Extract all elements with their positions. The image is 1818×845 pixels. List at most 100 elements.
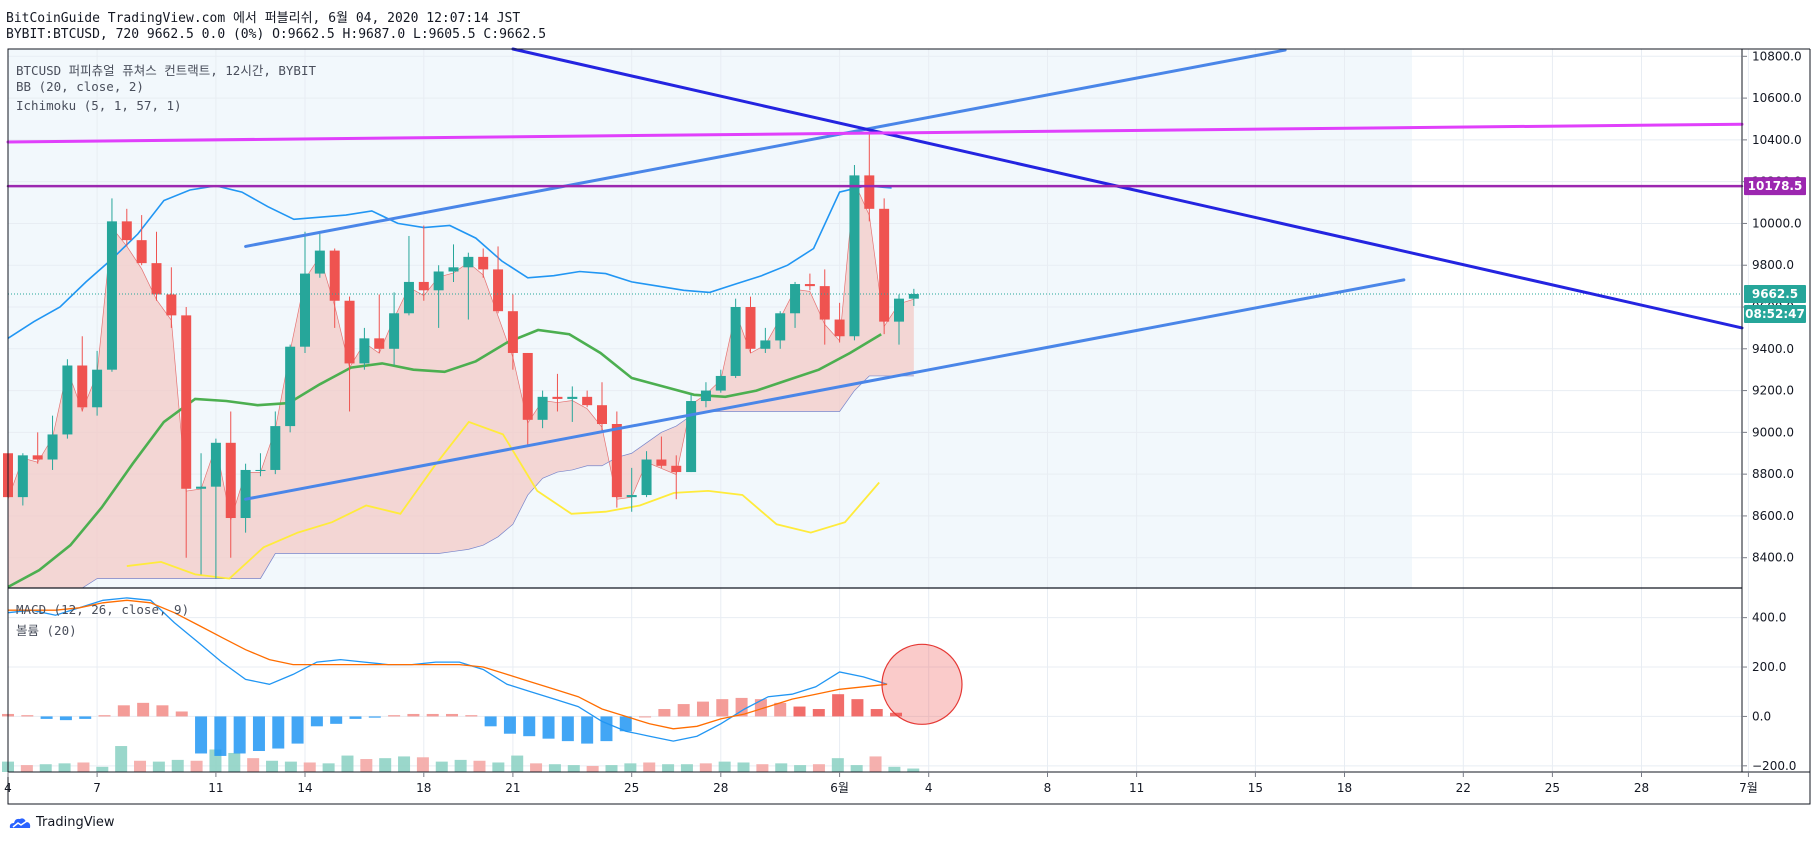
candle-body [864,175,875,209]
footer-brand: TradingView [36,815,115,830]
candle-body [537,396,548,420]
macd-histogram-bar [195,716,208,754]
macd-histogram-bar [79,716,92,719]
volume-bar [39,764,52,772]
candle-body [760,340,771,349]
volume-bar [605,765,618,772]
candle-body [403,281,414,314]
lagging-span-line [126,420,880,580]
volume-bar [58,763,71,772]
macd-tick-label: 200.0 [1752,660,1786,674]
candle-body [62,365,73,435]
macd-histogram-bar [252,716,265,752]
macd-histogram-bar [233,716,246,754]
macd-histogram-bar [175,711,188,717]
candle-body [671,465,682,473]
candle-body [656,459,667,466]
candle-body [121,221,132,241]
macd-histogram-bar [465,715,478,717]
candle-body [433,271,444,291]
y-tick-label: 9200.0 [1752,384,1794,398]
volume-bar [454,759,467,772]
macd-tick-label: 400.0 [1752,611,1786,625]
volume-bar [586,765,599,772]
candle-body [77,365,88,408]
volume-bar [699,763,712,772]
macd-histogram-bar [388,715,401,717]
y-tick-label: 8400.0 [1752,551,1794,565]
candle-body [389,313,400,349]
candle-body [359,338,370,364]
volume-bar [643,762,656,772]
indicator-lines [7,184,963,742]
volume-bar [20,765,33,772]
bb-legend[interactable]: BB (20, close, 2) [16,79,144,94]
volume-bar [416,757,429,772]
volume-bar [511,755,524,772]
candle-body [567,396,578,399]
macd-histogram-bar [156,705,169,717]
volume-bar [907,768,920,772]
macd-histogram-bar [21,715,34,717]
candle-body [225,442,236,519]
volume-bar [624,763,637,772]
cloud-logo-icon [9,817,31,828]
annotation-circle [881,643,963,725]
trendline-horizontal-high [6,122,1744,144]
ichimoku-legend[interactable]: Ichimoku (5, 1, 57, 1) [16,98,182,113]
volume-bar [284,761,297,772]
x-tick-label: 28 [713,781,728,795]
candle-body [582,396,593,406]
candle-body [626,495,637,498]
macd-legend[interactable]: MACD (12, 26, close, 9) [16,602,190,617]
macd-histogram-bar [619,716,632,732]
volume-bar [435,761,448,772]
level-price-tag-bg [1744,177,1806,196]
candle-body [641,459,652,496]
candle-body [106,221,117,370]
volume-bar [115,746,128,772]
macd-tick-label: −200.0 [1752,759,1796,773]
ichimoku-base-line [7,328,882,589]
trendline-rising-lower [244,278,1406,501]
tradingview-logo[interactable]: TradingView [8,815,115,830]
volume-bar [869,756,882,772]
volume-bar [680,764,693,772]
trendlines [6,47,1744,501]
macd-histogram-bar [832,694,845,717]
macd-histogram-bar [484,716,497,727]
macd-histogram-bar [368,716,381,718]
y-tick-label: 8800.0 [1752,467,1794,481]
candle-body [285,346,296,427]
macd-histogram-bar [581,716,594,744]
volume-bar [134,760,147,772]
x-tick-label: 25 [1545,781,1560,795]
volume-legend[interactable]: 볼륨 (20) [16,623,77,638]
candle-body [314,250,325,274]
macd-histogram-bar [735,697,748,717]
ohlc-legend: BYBIT:BTCUSD, 720 9662.5 0.0 (0%) O:9662… [6,27,547,42]
macd-histogram-bar [851,699,864,717]
candle-body [270,426,281,470]
volume-bar [247,758,260,772]
macd-histogram-bar [291,716,304,744]
candle-body [92,369,103,408]
candle-body [47,434,58,460]
x-tick-label: 15 [1248,781,1263,795]
candle-body [507,311,518,353]
candle-body [255,469,266,471]
x-tick-label: 18 [1337,781,1352,795]
trendline-falling [511,47,1744,330]
macd-histogram-bar [349,716,362,719]
x-tick-label: 8 [1044,781,1052,795]
candle-body [210,442,221,487]
x-tick-label: 14 [297,781,312,795]
symbol-legend[interactable]: BTCUSD 퍼피츄얼 퓨쳐스 컨트랙트, 12시간, BYBIT [16,63,317,78]
macd-histogram-bar [214,716,227,756]
x-tick-label: 4 [925,781,933,795]
candles [3,133,919,579]
volume-bar [360,759,373,772]
candle-body [463,256,474,268]
candle-body [240,469,251,519]
